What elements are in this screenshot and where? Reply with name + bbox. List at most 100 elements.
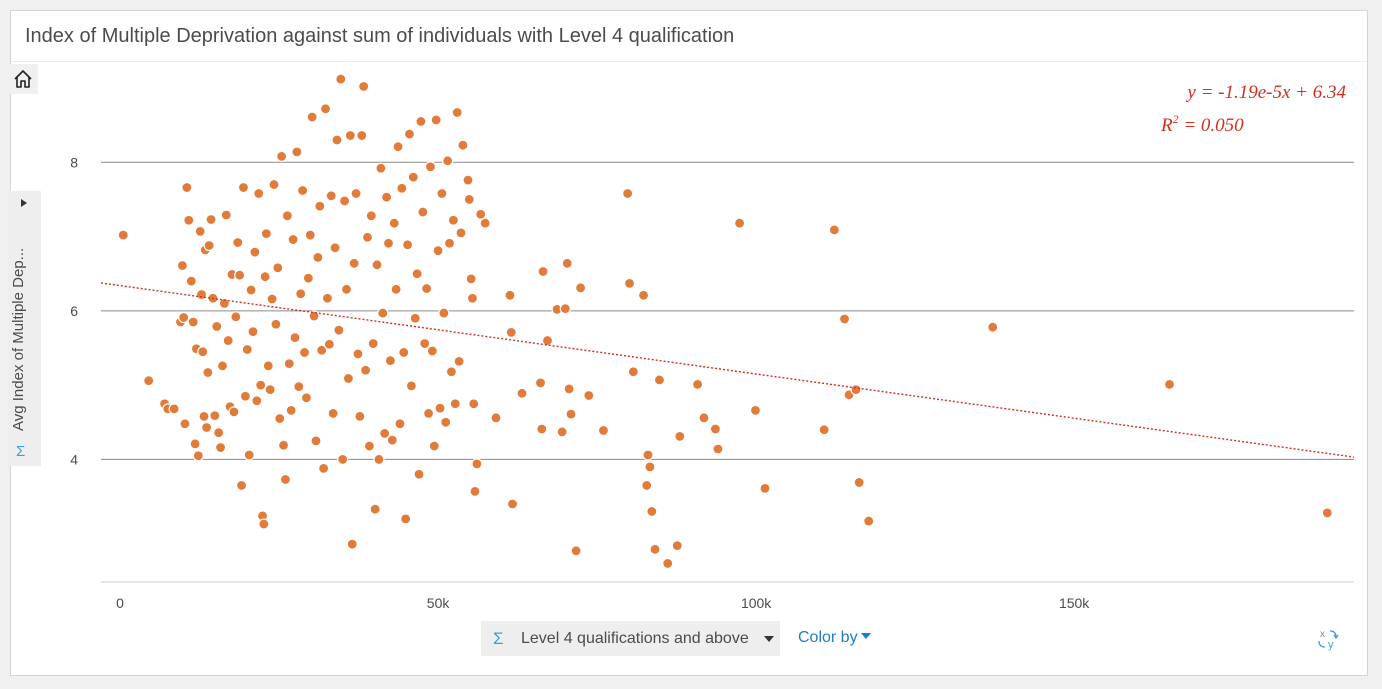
data-point[interactable] [436,187,448,200]
data-point[interactable] [828,224,840,236]
data-point[interactable] [369,503,381,515]
data-point[interactable] [453,355,465,367]
data-point[interactable] [350,187,362,200]
data-point[interactable] [413,468,425,480]
data-point[interactable] [179,418,191,430]
data-point[interactable] [422,407,435,419]
data-point[interactable] [235,479,248,492]
data-point[interactable] [457,139,469,151]
data-point[interactable] [449,398,461,410]
data-point[interactable] [185,275,197,287]
data-point[interactable] [637,289,650,301]
data-point[interactable] [192,450,204,462]
data-point[interactable] [143,375,155,387]
data-point[interactable] [443,237,456,249]
data-point[interactable] [354,410,366,422]
data-point[interactable] [304,229,316,241]
data-point[interactable] [386,434,398,446]
data-point[interactable] [468,398,480,410]
data-point[interactable] [432,245,444,257]
data-point[interactable] [536,423,548,435]
data-point[interactable] [559,303,571,315]
data-point[interactable] [213,427,225,439]
data-point[interactable] [327,407,339,419]
data-point[interactable] [759,482,771,494]
data-point[interactable] [245,284,257,296]
data-point[interactable] [319,103,332,115]
data-point[interactable] [316,344,328,356]
data-point[interactable] [646,505,658,518]
data-point[interactable] [479,217,491,229]
data-point[interactable] [415,115,427,128]
data-point[interactable] [289,332,301,344]
data-point[interactable] [417,206,429,218]
data-point[interactable] [234,269,246,281]
data-point[interactable] [183,214,195,226]
data-point[interactable] [627,366,639,378]
data-point[interactable] [644,461,656,473]
data-point[interactable] [490,412,502,424]
data-point[interactable] [662,557,674,570]
data-point[interactable] [506,498,519,510]
data-point[interactable] [466,292,479,304]
data-point[interactable] [1321,507,1333,519]
data-point[interactable] [1163,378,1176,390]
data-point[interactable] [266,293,278,305]
data-point[interactable] [462,174,474,186]
data-point[interactable] [455,227,467,239]
home-button[interactable] [8,64,38,94]
data-point[interactable] [205,213,217,226]
color-by-button[interactable]: Color by [798,629,871,647]
data-point[interactable] [384,355,396,367]
data-point[interactable] [563,383,575,395]
data-point[interactable] [411,268,423,280]
data-point[interactable] [424,161,437,173]
data-point[interactable] [277,439,290,451]
data-point[interactable] [270,318,282,330]
data-point[interactable] [293,381,305,393]
data-point[interactable] [264,384,276,396]
data-point[interactable] [365,210,377,222]
data-point[interactable] [241,343,253,356]
data-point[interactable] [178,311,190,324]
data-point[interactable] [220,209,232,221]
data-point[interactable] [340,283,353,295]
data-point[interactable] [377,307,389,319]
data-point[interactable] [331,134,343,146]
data-point[interactable] [321,292,334,304]
data-point[interactable] [194,225,206,237]
data-point[interactable] [516,387,528,399]
data-point[interactable] [597,424,610,437]
data-point[interactable] [356,129,368,142]
data-point[interactable] [209,410,221,422]
data-point[interactable] [622,187,634,200]
data-point[interactable] [259,271,271,283]
data-point[interactable] [451,106,463,119]
data-point[interactable] [344,129,356,142]
data-point[interactable] [733,217,746,229]
data-point[interactable] [314,200,326,212]
data-point[interactable] [430,114,442,126]
data-point[interactable] [400,513,412,525]
y-axis-field-selector[interactable]: Avg Index of Multiple Dep... Σ [8,191,41,466]
data-point[interactable] [297,184,309,197]
data-point[interactable] [342,372,355,385]
data-point[interactable] [339,195,351,207]
data-point[interactable] [712,443,724,455]
data-point[interactable] [641,479,653,492]
data-point[interactable] [200,421,213,434]
data-point[interactable] [698,412,710,424]
data-point[interactable] [505,326,517,338]
data-point[interactable] [373,453,385,466]
data-point[interactable] [318,462,330,474]
data-point[interactable] [333,324,345,336]
data-point[interactable] [361,231,374,243]
data-point[interactable] [434,402,446,414]
data-point[interactable] [249,246,261,258]
data-point[interactable] [671,539,683,552]
data-point[interactable] [863,515,875,527]
data-point[interactable] [396,182,408,194]
data-point[interactable] [818,424,830,436]
data-point[interactable] [255,379,267,391]
